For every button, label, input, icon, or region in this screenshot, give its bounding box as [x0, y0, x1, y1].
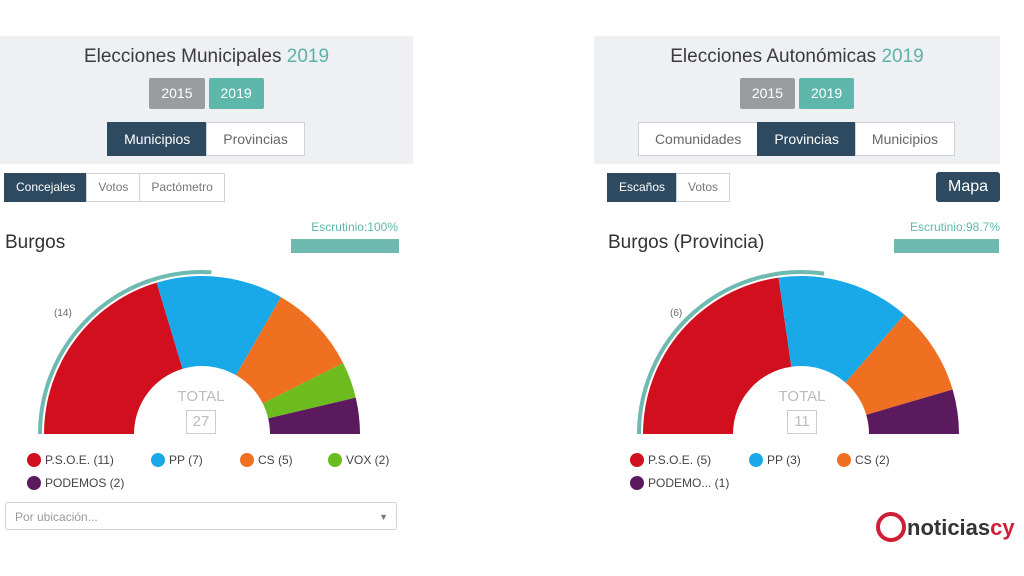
majority-callout: (14) [54, 308, 72, 319]
logo-text: noticias [907, 514, 991, 540]
legend-item-cs: CS (2) [837, 452, 890, 467]
legend-label: PODEMO... (1) [648, 475, 730, 490]
escrutinio-bar [894, 239, 999, 253]
legend-label: VOX (2) [346, 452, 390, 467]
pp-dot-icon [151, 452, 165, 467]
legend-label: PP (7) [169, 452, 203, 467]
year-2015-button[interactable]: 2015 [739, 78, 795, 109]
seat-chart [637, 270, 959, 435]
subtab-pactometro[interactable]: Pactómetro [139, 173, 225, 202]
title-year: 2019 [286, 46, 330, 67]
year-selector: 2015 2019 [0, 78, 413, 109]
legend-label: PODEMOS (2) [45, 475, 125, 490]
logo-circle-icon [876, 512, 906, 542]
noticiascyl-logo: noticiascy [876, 512, 1015, 544]
title-text: Elecciones Autonómicas [670, 46, 877, 67]
tab-municipios[interactable]: Municipios [854, 122, 956, 156]
seat-segment-podemos[interactable] [268, 397, 360, 434]
legend-item-podemos: PODEMO... (1) [630, 475, 729, 490]
municipales-panel: Elecciones Municipales 2019 2015 2019 Mu… [0, 0, 420, 576]
subtab-votos[interactable]: Votos [676, 173, 731, 202]
tab-comunidades[interactable]: Comunidades [637, 122, 759, 156]
scope-tabs: Comunidades Provincias Municipios [594, 122, 1000, 156]
autonomicas-panel: Elecciones Autonómicas 2019 2015 2019 Co… [594, 0, 1014, 576]
legend-label: P.S.O.E. (5) [648, 452, 712, 467]
tab-provincias[interactable]: Provincias [757, 122, 856, 156]
seat-segment-pp[interactable] [778, 276, 905, 383]
legend-item-pp: PP (7) [151, 452, 203, 467]
title-text: Elecciones Municipales [83, 46, 282, 67]
seat-chart [38, 270, 360, 435]
year-2019-button[interactable]: 2019 [799, 78, 855, 109]
cs-dot-icon [240, 452, 254, 467]
subtab-escanos[interactable]: Escaños [607, 173, 678, 202]
vox-dot-icon [328, 452, 342, 467]
panel-title: Elecciones Municipales 2019 [0, 46, 413, 68]
place-title: Burgos [5, 232, 66, 253]
mapa-button[interactable]: Mapa [936, 172, 1000, 202]
legend-item-pp: PP (3) [749, 452, 801, 467]
view-subtabs: Concejales Votos Pactómetro [4, 173, 225, 202]
majority-arc [637, 270, 825, 435]
legend-label: CS (2) [855, 452, 890, 467]
cs-dot-icon [837, 452, 851, 467]
tab-municipios[interactable]: Municipios [107, 122, 208, 156]
total-value: 27 [186, 410, 216, 434]
seat-segment-cs[interactable] [845, 314, 953, 415]
total-label: TOTAL [177, 388, 225, 405]
panel-header: Elecciones Municipales 2019 2015 2019 Mu… [0, 36, 413, 164]
podemos-dot-icon [630, 475, 644, 490]
location-select[interactable]: Por ubicación... ▼ [5, 502, 397, 530]
tab-provincias[interactable]: Provincias [206, 122, 305, 156]
place-title: Burgos (Provincia) [608, 232, 765, 253]
select-placeholder: Por ubicación... [15, 510, 98, 524]
subtab-votos[interactable]: Votos [86, 173, 141, 202]
majority-arc [38, 270, 212, 435]
escrutinio-bar [291, 239, 399, 253]
year-2019-button[interactable]: 2019 [208, 78, 264, 109]
legend-item-psoe: P.S.O.E. (5) [630, 452, 711, 467]
seat-segment-psoe[interactable] [44, 282, 183, 434]
year-selector: 2015 2019 [594, 78, 1000, 109]
legend-item-vox: VOX (2) [328, 452, 389, 467]
year-2015-button[interactable]: 2015 [149, 78, 205, 109]
escrutinio-label: Escrutinio:100% [311, 220, 398, 234]
seat-segment-cs[interactable] [236, 297, 344, 404]
legend-item-podemos: PODEMOS (2) [27, 475, 124, 490]
logo-accent: cy [990, 514, 1015, 540]
legend-item-psoe: P.S.O.E. (11) [27, 452, 114, 467]
escrutinio-label: Escrutinio:98.7% [909, 220, 1000, 234]
subtab-concejales[interactable]: Concejales [4, 173, 88, 202]
seat-segment-podemos[interactable] [866, 389, 959, 434]
panel-header: Elecciones Autonómicas 2019 2015 2019 Co… [594, 36, 1000, 164]
psoe-dot-icon [27, 452, 41, 467]
total-label: TOTAL [778, 388, 826, 405]
legend-label: P.S.O.E. (11) [45, 452, 114, 467]
seat-segment-pp[interactable] [156, 276, 281, 376]
seat-segment-psoe[interactable] [643, 277, 792, 434]
view-subtabs: Escaños Votos [607, 173, 731, 202]
legend-item-cs: CS (5) [240, 452, 293, 467]
scope-tabs: Municipios Provincias [0, 122, 413, 156]
total-value: 11 [787, 410, 817, 434]
title-year: 2019 [881, 46, 924, 67]
legend-label: CS (5) [258, 452, 293, 467]
seat-segment-vox[interactable] [262, 363, 356, 419]
majority-callout: (6) [670, 308, 683, 319]
panel-title: Elecciones Autonómicas 2019 [594, 46, 1000, 68]
legend-label: PP (3) [767, 452, 801, 467]
caret-down-icon: ▼ [379, 512, 388, 522]
psoe-dot-icon [630, 452, 644, 467]
pp-dot-icon [749, 452, 763, 467]
podemos-dot-icon [27, 475, 41, 490]
